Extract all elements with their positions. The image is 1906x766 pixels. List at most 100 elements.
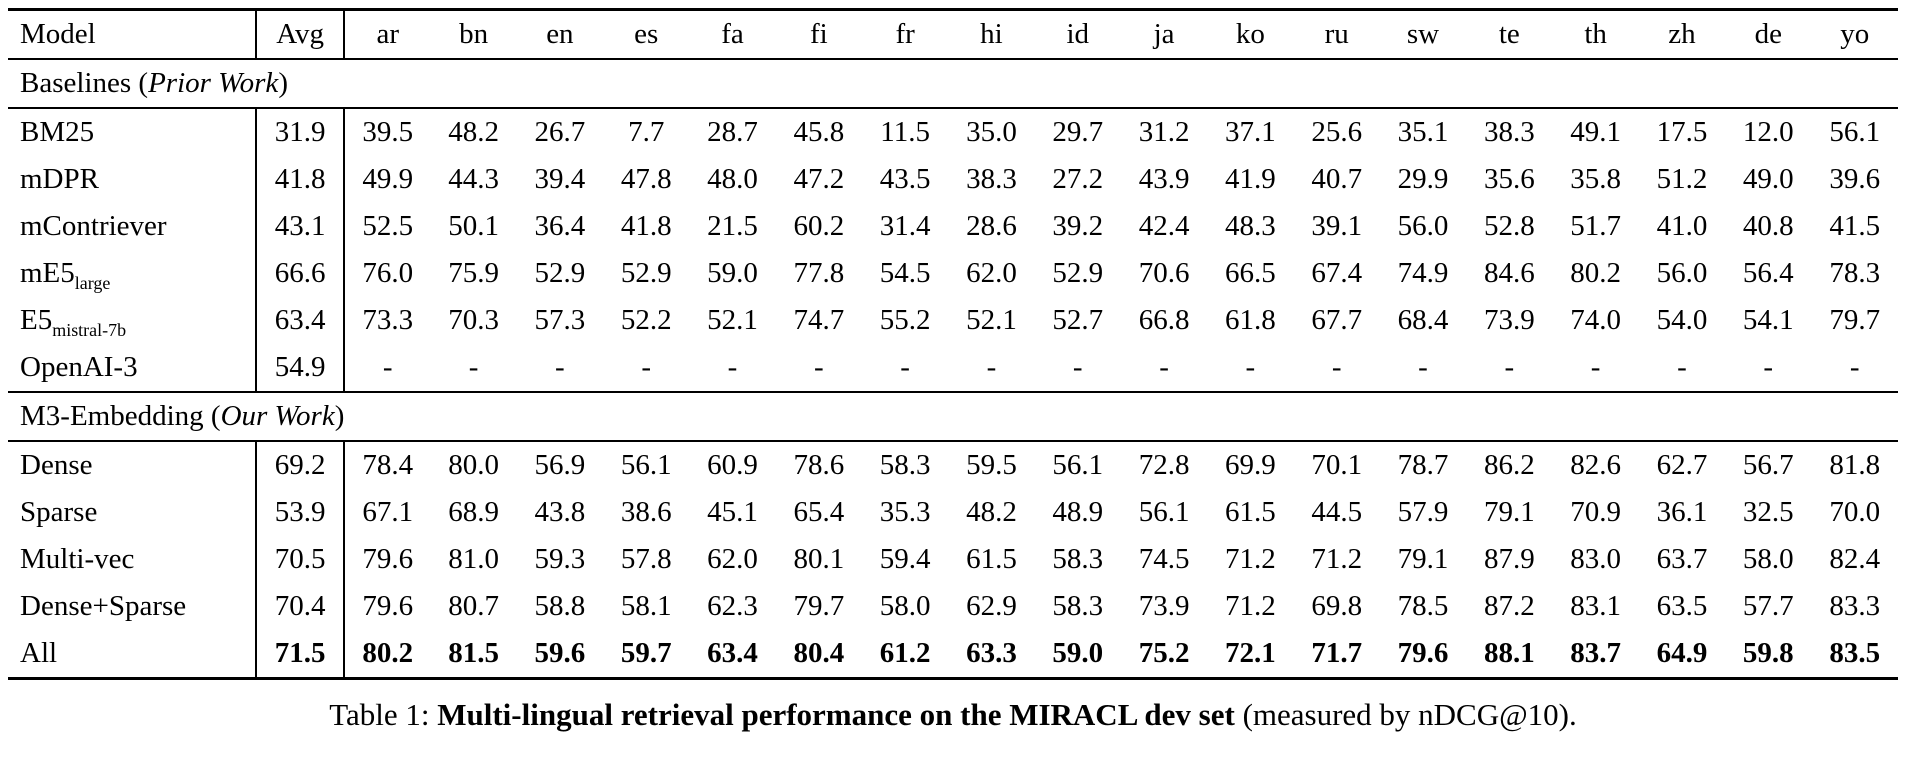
value-es: 52.2 xyxy=(620,304,672,336)
value-fr: 11.5 xyxy=(880,116,930,148)
value-es: 57.8 xyxy=(620,543,672,575)
value-ko: 71.2 xyxy=(1225,590,1276,622)
value-zh: 56.0 xyxy=(1656,257,1708,289)
value-en: 36.4 xyxy=(534,210,586,242)
table-row-mcontriever: mContriever 43.1 52.5 50.1 36.4 41.8 21.5 60.2 3… xyxy=(8,203,1898,250)
value-th: 51.7 xyxy=(1570,210,1621,242)
table-row-dense: Dense 69.2 78.4 80.0 56.9 56.1 60.9 78.6 58.3 59.… xyxy=(8,441,1898,489)
value-fi: 60.2 xyxy=(793,210,845,242)
value-zh: 63.5 xyxy=(1656,590,1708,622)
value-bn: 80.0 xyxy=(448,449,499,481)
value-id: 29.7 xyxy=(1052,116,1104,148)
model-name: mContriever xyxy=(8,203,258,250)
table-caption: Table 1: Multi-lingual retrieval perform… xyxy=(0,697,1906,733)
value-sw: 78.5 xyxy=(1397,590,1449,622)
value-yo: 70.0 xyxy=(1829,496,1881,528)
avg-value: 31.9 xyxy=(256,108,346,156)
value-es: 7.7 xyxy=(628,116,665,148)
value-hi: 48.2 xyxy=(966,496,1017,528)
value-fa: 48.0 xyxy=(707,163,758,195)
section-title: M3-Embedding (Our Work) xyxy=(8,391,1898,442)
column-header-ar: ar xyxy=(376,18,400,50)
model-name: mE5large xyxy=(8,250,258,297)
value-zh: 36.1 xyxy=(1656,496,1708,528)
value-ko: 69.9 xyxy=(1225,449,1276,481)
section-title: Baselines (Prior Work) xyxy=(8,58,1898,109)
model-name: mDPR xyxy=(8,156,258,203)
value-bn: 44.3 xyxy=(448,163,499,195)
value-bn: 68.9 xyxy=(448,496,499,528)
value-es: 58.1 xyxy=(620,590,672,622)
value-id: 58.3 xyxy=(1052,543,1104,575)
value-ja: 74.5 xyxy=(1138,543,1190,575)
value-sw: 57.9 xyxy=(1397,496,1449,528)
value-ja: 73.9 xyxy=(1138,590,1190,622)
value-bn: 81.0 xyxy=(448,543,499,575)
table-body: Baselines (Prior Work) BM25 31.9 39.5 48.2 26… xyxy=(8,58,1898,679)
value-yo: 81.8 xyxy=(1829,449,1881,481)
value-fi: 74.7 xyxy=(793,304,845,336)
value-th: 35.8 xyxy=(1570,163,1621,195)
value-th: 70.9 xyxy=(1570,496,1621,528)
column-header-fa: fa xyxy=(721,18,744,50)
caption-title: Multi-lingual retrieval performance on t… xyxy=(437,697,1235,732)
value-fr: 61.2 xyxy=(879,637,931,669)
value-ar: 73.3 xyxy=(362,304,414,336)
table-row-mdpr: mDPR 41.8 49.9 44.3 39.4 47.8 48.0 47.2 43.5 38.3… xyxy=(8,156,1898,203)
value-ru: 71.2 xyxy=(1311,543,1363,575)
value-es: 41.8 xyxy=(620,210,672,242)
value-yo: 41.5 xyxy=(1829,210,1881,242)
value-th: 82.6 xyxy=(1570,449,1621,481)
value-th: 83.0 xyxy=(1570,543,1621,575)
value-te: 35.6 xyxy=(1483,163,1535,195)
value-zh: 63.7 xyxy=(1656,543,1708,575)
value-es: 56.1 xyxy=(620,449,672,481)
value-en: 57.3 xyxy=(534,304,586,336)
caption-suffix: (measured by nDCG@10). xyxy=(1234,697,1577,732)
value-fi: 47.2 xyxy=(793,163,845,195)
value-ru: 67.4 xyxy=(1311,257,1363,289)
value-bn: 48.2 xyxy=(448,116,499,148)
value-ko: 41.9 xyxy=(1225,163,1276,195)
value-sw: 29.9 xyxy=(1397,163,1449,195)
value-ko: 61.8 xyxy=(1225,304,1276,336)
model-name: Multi-vec xyxy=(8,536,258,583)
model-name: OpenAI-3 xyxy=(8,344,258,392)
value-sw: 78.7 xyxy=(1397,449,1449,481)
table-row-bm25: BM25 31.9 39.5 48.2 26.7 7.7 28.7 45.8 11.5 35.0 2… xyxy=(8,108,1898,156)
value-en: 59.6 xyxy=(534,637,586,669)
value-fa: 52.1 xyxy=(707,304,758,336)
value-id: 39.2 xyxy=(1052,210,1104,242)
table-row-multi-vec: Multi-vec 70.5 79.6 81.0 59.3 57.8 62.0 80.1 59.… xyxy=(8,536,1898,583)
column-header-id: id xyxy=(1066,18,1090,50)
value-fa: 62.0 xyxy=(707,543,758,575)
value-de: 58.0 xyxy=(1742,543,1794,575)
model-name: BM25 xyxy=(8,108,258,156)
value-fr: 35.3 xyxy=(879,496,931,528)
column-header-th: th xyxy=(1584,18,1607,50)
value-ru: 40.7 xyxy=(1311,163,1363,195)
column-header-es: es xyxy=(634,18,659,50)
column-header-bn: bn xyxy=(459,18,489,50)
value-zh: 41.0 xyxy=(1656,210,1708,242)
value-sw: 68.4 xyxy=(1397,304,1449,336)
value-ar: 76.0 xyxy=(362,257,414,289)
value-fi: 80.4 xyxy=(793,637,845,669)
value-de: 56.7 xyxy=(1742,449,1794,481)
value-es: 52.9 xyxy=(620,257,672,289)
value-ar: 67.1 xyxy=(362,496,414,528)
section-row: M3-Embedding (Our Work) xyxy=(8,391,1898,442)
value-yo: 39.6 xyxy=(1829,163,1881,195)
avg-value: 66.6 xyxy=(256,250,346,297)
value-ru: 25.6 xyxy=(1311,116,1363,148)
value-es: 59.7 xyxy=(620,637,672,669)
value-ja: 56.1 xyxy=(1138,496,1190,528)
value-ko: 37.1 xyxy=(1225,116,1276,148)
value-sw: 35.1 xyxy=(1397,116,1449,148)
value-fi: 78.6 xyxy=(793,449,845,481)
value-yo: - xyxy=(1849,351,1860,383)
value-te: 52.8 xyxy=(1483,210,1535,242)
value-fi: 80.1 xyxy=(793,543,845,575)
value-fr: 43.5 xyxy=(879,163,931,195)
value-de: 57.7 xyxy=(1742,590,1794,622)
